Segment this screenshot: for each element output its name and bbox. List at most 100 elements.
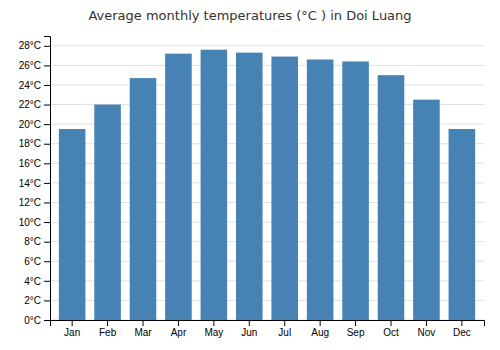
x-tick-label: Dec <box>453 327 471 338</box>
bar <box>59 129 86 320</box>
y-tick-mark <box>44 242 50 243</box>
chart: Average monthly temperatures (°C ) in Do… <box>0 0 500 350</box>
y-tick: 20°C <box>19 119 50 130</box>
x-axis-line <box>51 321 485 327</box>
y-tick: 24°C <box>19 80 50 91</box>
y-tick: 0°C <box>24 315 50 326</box>
x-tick-mark <box>249 320 250 326</box>
y-tick-mark <box>44 281 50 282</box>
x-tick: Dec <box>453 320 471 338</box>
grid-line <box>50 45 484 46</box>
y-tick-label: 16°C <box>19 158 41 169</box>
y-tick-mark <box>44 144 50 145</box>
y-tick: 18°C <box>19 138 50 149</box>
y-tick-mark <box>44 222 50 223</box>
x-tick-label: Oct <box>383 327 399 338</box>
y-tick-mark <box>44 105 50 106</box>
bar <box>342 61 369 320</box>
y-tick-label: 4°C <box>24 276 41 287</box>
y-tick-mark <box>44 65 50 66</box>
x-tick: Aug <box>311 320 329 338</box>
y-tick-mark <box>44 46 50 47</box>
y-tick: 28°C <box>19 40 50 51</box>
bar <box>165 54 192 320</box>
x-tick-mark <box>355 320 356 326</box>
y-tick-label: 2°C <box>24 295 41 306</box>
grid-line <box>50 65 484 66</box>
x-tick-mark <box>426 320 427 326</box>
y-tick-label: 0°C <box>24 315 41 326</box>
y-tick-label: 10°C <box>19 217 41 228</box>
x-tick: Sep <box>347 320 365 338</box>
bar <box>271 57 298 320</box>
x-tick-mark <box>391 320 392 326</box>
x-tick-mark <box>178 320 179 326</box>
y-tick: 16°C <box>19 158 50 169</box>
y-tick: 4°C <box>24 276 50 287</box>
bar <box>378 75 405 320</box>
x-axis: Jan Feb Mar Apr May Jun Jul Aug Sep Oct Nov Dec <box>51 320 485 338</box>
grid-line <box>50 84 484 85</box>
grid <box>50 46 484 320</box>
plot: 0°C 2°C 4°C 6°C 8°C 10°C 12°C 14°C 16°C 18°C 20°C 2… <box>19 37 485 339</box>
x-tick-mark <box>143 320 144 326</box>
x-tick-label: Jun <box>241 327 257 338</box>
y-tick-label: 28°C <box>19 40 41 51</box>
y-tick-label: 6°C <box>24 256 41 267</box>
y-tick-label: 18°C <box>19 138 41 149</box>
x-tick: Jan <box>64 320 80 338</box>
y-tick: 2°C <box>24 295 50 306</box>
x-tick: Mar <box>134 320 152 338</box>
bar <box>449 129 476 320</box>
x-tick: Nov <box>418 320 436 338</box>
bars <box>59 50 475 320</box>
x-tick: May <box>204 320 223 338</box>
y-tick-label: 26°C <box>19 60 41 71</box>
bar <box>413 100 440 320</box>
title: Average monthly temperatures (°C ) in Do… <box>88 8 411 23</box>
x-tick-label: Apr <box>171 327 187 338</box>
x-tick-label: Feb <box>99 327 117 338</box>
x-tick: Oct <box>383 320 399 338</box>
x-tick: Jun <box>241 320 257 338</box>
x-tick-mark <box>107 320 108 326</box>
y-tick-label: 20°C <box>19 119 41 130</box>
y-tick: 6°C <box>24 256 50 267</box>
y-tick: 12°C <box>19 197 50 208</box>
x-tick-label: Aug <box>311 327 329 338</box>
y-tick: 14°C <box>19 178 50 189</box>
y-tick-mark <box>44 163 50 164</box>
y-tick-mark <box>44 85 50 86</box>
y-tick-label: 14°C <box>19 178 41 189</box>
y-tick-label: 24°C <box>19 80 41 91</box>
y-tick-mark <box>44 202 50 203</box>
x-tick: Feb <box>99 320 117 338</box>
x-tick: Jul <box>278 320 291 338</box>
y-axis: 0°C 2°C 4°C 6°C 8°C 10°C 12°C 14°C 16°C 18°C 20°C 2… <box>19 37 51 326</box>
x-tick-mark <box>320 320 321 326</box>
x-tick-label: Jul <box>278 327 291 338</box>
y-tick-mark <box>44 300 50 301</box>
y-tick-mark <box>44 261 50 262</box>
x-tick: Apr <box>171 320 187 338</box>
y-tick: 26°C <box>19 60 50 71</box>
y-tick: 10°C <box>19 217 50 228</box>
y-tick-label: 22°C <box>19 99 41 110</box>
y-tick-label: 8°C <box>24 236 41 247</box>
x-tick-label: May <box>204 327 223 338</box>
x-tick-mark <box>213 320 214 326</box>
y-tick-label: 12°C <box>19 197 41 208</box>
bar <box>94 105 121 320</box>
y-tick: 22°C <box>19 99 50 110</box>
y-tick: 8°C <box>24 236 50 247</box>
y-axis-line <box>44 37 51 321</box>
x-tick-mark <box>72 320 73 326</box>
y-tick-mark <box>44 183 50 184</box>
x-tick-mark <box>284 320 285 326</box>
x-tick-label: Jan <box>64 327 80 338</box>
bar <box>130 78 157 320</box>
bar <box>307 60 334 320</box>
x-tick-label: Mar <box>134 327 152 338</box>
bar <box>236 53 263 320</box>
x-tick-label: Sep <box>347 327 365 338</box>
